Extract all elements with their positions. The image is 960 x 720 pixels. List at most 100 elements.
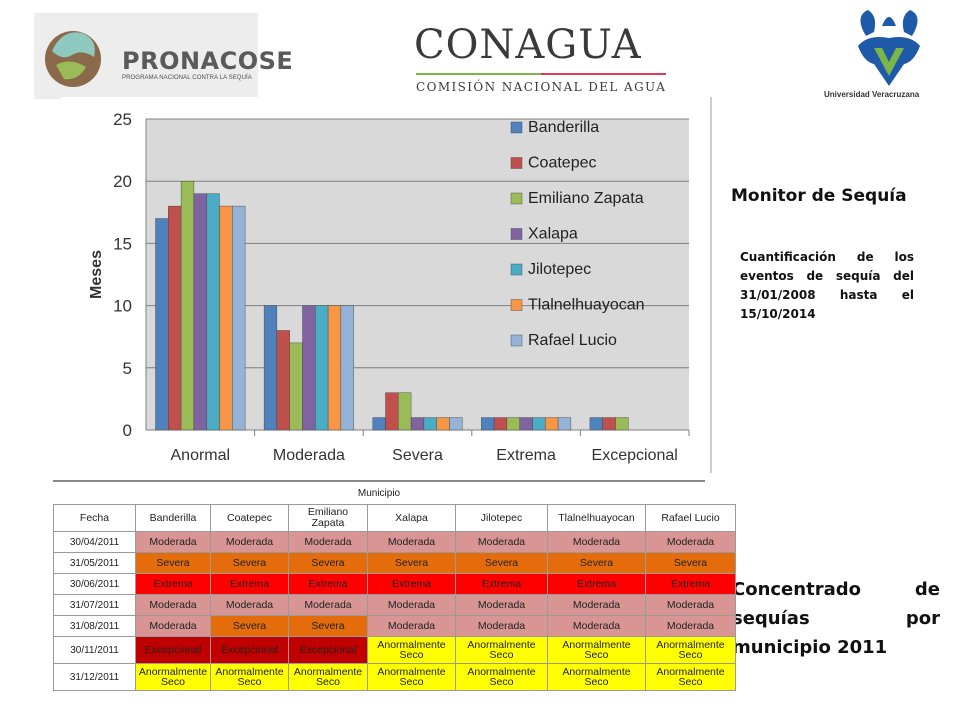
- bar: [155, 218, 169, 431]
- drought-cell: Anormalmente Seco: [135, 663, 211, 691]
- date-cell: 31/05/2011: [53, 552, 136, 574]
- column-header: Banderilla: [135, 504, 211, 532]
- legend-swatch: [510, 192, 523, 205]
- table-row: 31/05/2011 Severa Severa Severa Severa Severa…: [53, 552, 736, 574]
- pronacose-subtitle: PROGRAMA NACIONAL CONTRA LA SEQUÍA: [122, 75, 252, 81]
- legend-label: Rafael Lucio: [528, 332, 617, 349]
- conagua-subtitle: COMISIÓN NACIONAL DEL AGUA: [416, 80, 667, 94]
- bar: [276, 330, 290, 431]
- drought-cell: Moderada: [288, 531, 368, 553]
- drought-cell: Severa: [455, 552, 548, 574]
- bar-chart: 0 5 10 15 20 25 Anormal Moderada Severa Extrema Ex…: [61, 97, 712, 473]
- drought-cell: Extrema: [645, 573, 736, 595]
- y-tick-label: 0: [123, 421, 132, 440]
- legend-swatch: [510, 121, 523, 134]
- drought-cell: Severa: [288, 615, 368, 637]
- bar: [232, 205, 246, 431]
- drought-cell: Anormalmente Seco: [547, 663, 646, 691]
- drought-cell: Moderada: [367, 615, 456, 637]
- drought-cell: Extrema: [547, 573, 646, 595]
- bar: [506, 417, 520, 431]
- column-header: Tlalnelhuayocan: [547, 504, 646, 532]
- bar: [519, 417, 533, 431]
- legend-label: Emiliano Zapata: [528, 190, 644, 207]
- drought-cell: Moderada: [367, 594, 456, 616]
- bar: [263, 305, 278, 431]
- date-cell: 31/07/2011: [53, 594, 136, 616]
- bar: [180, 180, 195, 431]
- drought-cell: Anormalmente Seco: [547, 636, 646, 664]
- drought-cell: Severa: [135, 552, 211, 574]
- drought-cell: Extrema: [367, 573, 456, 595]
- drought-cell: Severa: [367, 552, 456, 574]
- bar: [532, 417, 546, 431]
- bar: [589, 417, 603, 431]
- pronacose-name: PRONACOSE: [122, 47, 294, 75]
- monitor-description: Cuantificación de los eventos de sequía …: [740, 250, 914, 321]
- bar: [449, 417, 463, 431]
- y-axis-label: Meses: [88, 250, 105, 299]
- drought-cell: Anormalmente Seco: [210, 663, 289, 691]
- date-cell: 30/06/2011: [53, 573, 136, 595]
- bar: [493, 417, 508, 431]
- drought-cell: Anormalmente Seco: [288, 663, 368, 691]
- chart-svg: 0 5 10 15 20 25 Anormal Moderada Severa Extrema Ex…: [88, 110, 690, 464]
- drought-cell: Moderada: [210, 594, 289, 616]
- drought-cell: Moderada: [645, 615, 736, 637]
- bar: [168, 205, 182, 431]
- column-header: Jilotepec: [455, 504, 548, 532]
- legend-label: Coatepec: [528, 155, 597, 172]
- bar: [410, 417, 425, 431]
- table-header-row: Fecha Banderilla Coatepec Emiliano Zapata Xa…: [53, 504, 736, 532]
- drought-cell: Excepcional: [210, 636, 289, 664]
- monitor-title: Monitor de Sequía: [731, 186, 907, 206]
- bar: [481, 417, 495, 431]
- drought-cell: Extrema: [288, 573, 368, 595]
- drought-cell: Moderada: [455, 594, 548, 616]
- bar: [602, 417, 616, 431]
- drought-cell: Moderada: [210, 531, 289, 553]
- table-row: 30/11/2011 Excepcional Excepcional Excepcio…: [53, 636, 736, 664]
- drought-cell: Anormalmente Seco: [455, 636, 548, 664]
- drought-cell: Anormalmente Seco: [645, 663, 736, 691]
- column-header: Xalapa: [367, 504, 456, 532]
- legend-label: Jilotepec: [528, 261, 591, 278]
- conagua-name: CONAGUA: [414, 22, 642, 68]
- drought-cell: Excepcional: [135, 636, 211, 664]
- x-tick-label: Extrema: [496, 447, 556, 464]
- bar: [398, 392, 412, 431]
- drought-cell: Extrema: [135, 573, 211, 595]
- drought-cell: Moderada: [547, 615, 646, 637]
- drought-grid: Fecha Banderilla Coatepec Emiliano Zapata Xa…: [53, 504, 736, 691]
- drought-cell: Moderada: [135, 594, 211, 616]
- bar: [545, 417, 559, 431]
- bar: [302, 305, 316, 431]
- column-header: Coatepec: [210, 504, 289, 532]
- uv-logo: Universidad Veracruzana: [818, 6, 960, 102]
- bar: [206, 193, 220, 431]
- bar: [385, 392, 399, 431]
- date-cell: 31/12/2011: [53, 663, 136, 691]
- y-tick-label: 10: [113, 297, 132, 316]
- pronacose-logo: PRONACOSE PROGRAMA NACIONAL CONTRA LA SE…: [34, 13, 293, 99]
- conagua-logo: CONAGUA COMISIÓN NACIONAL DEL AGUA: [412, 20, 668, 96]
- column-header: Fecha: [53, 504, 136, 532]
- drought-cell: Moderada: [645, 531, 736, 553]
- drought-cell: Severa: [210, 552, 289, 574]
- drought-cell: Moderada: [288, 594, 368, 616]
- bar: [372, 417, 386, 431]
- table-row: 30/04/2011 Moderada Moderada Moderada Modera…: [53, 531, 736, 553]
- drought-cell: Moderada: [645, 594, 736, 616]
- bar: [289, 342, 303, 431]
- drought-cell: Moderada: [135, 615, 211, 637]
- drought-table: Municipio Fecha Banderilla Coatepec Emilian…: [53, 480, 736, 691]
- y-tick-label: 5: [123, 359, 132, 378]
- bar: [193, 193, 207, 431]
- y-tick-label: 15: [113, 234, 132, 253]
- table-row: 30/06/2011 Extrema Extrema Extrema Extrema Ex…: [53, 573, 736, 595]
- conagua-underline: [416, 73, 666, 75]
- bar: [557, 417, 572, 431]
- bar: [315, 305, 329, 431]
- drought-cell: Extrema: [210, 573, 289, 595]
- drought-cell: Extrema: [455, 573, 548, 595]
